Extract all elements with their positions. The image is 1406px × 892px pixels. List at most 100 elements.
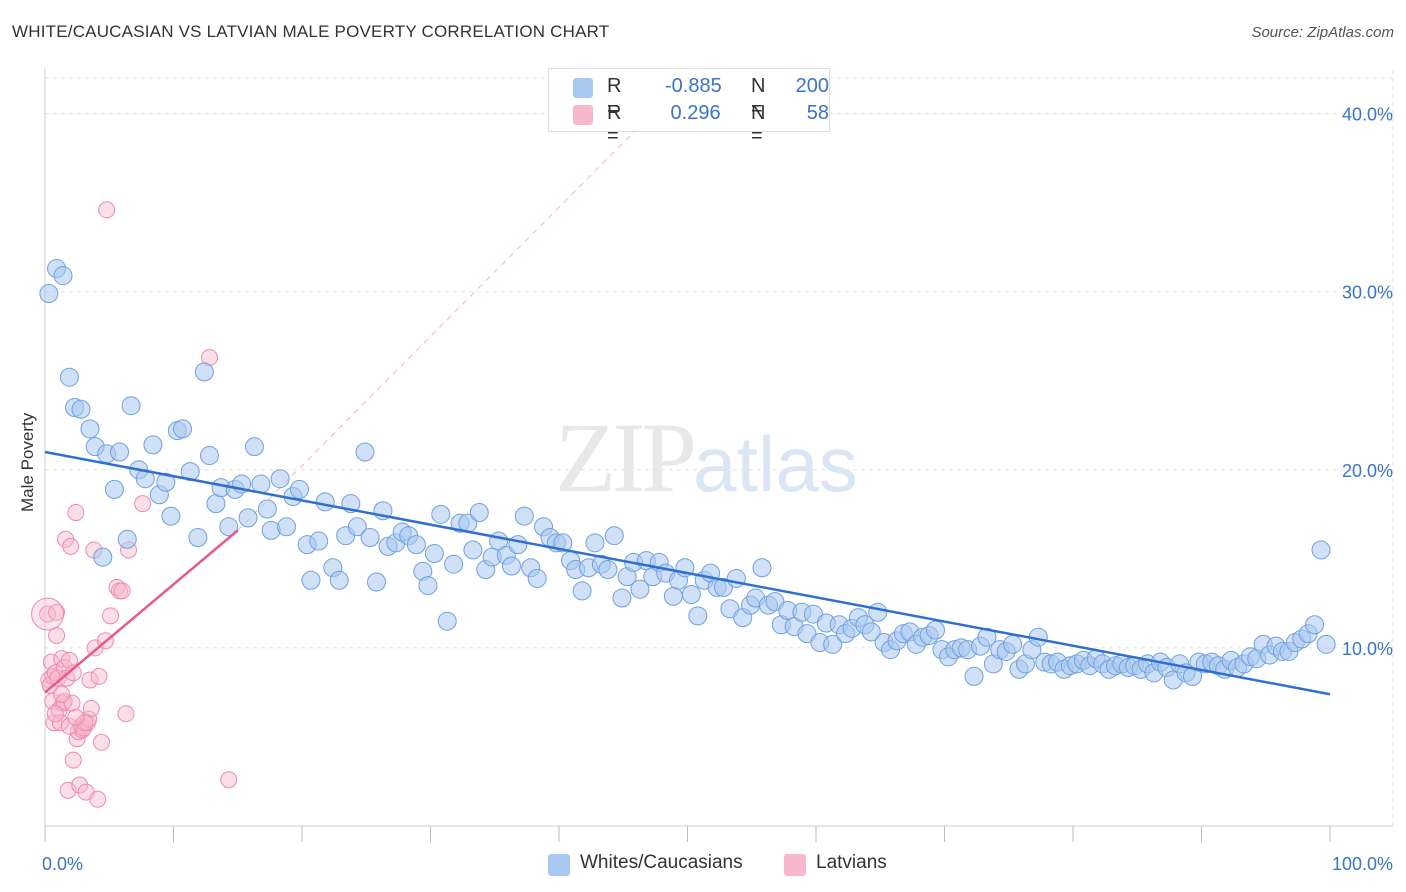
watermark-atlas: atlas bbox=[693, 420, 858, 508]
latvian-point bbox=[86, 639, 104, 657]
legend-n-label: N = bbox=[751, 102, 766, 147]
white-point bbox=[630, 579, 650, 599]
white-point bbox=[301, 570, 321, 590]
white-point bbox=[418, 576, 438, 596]
white-point bbox=[188, 527, 208, 547]
latvian-point bbox=[42, 653, 60, 671]
watermark-zip: ZIP bbox=[555, 402, 697, 513]
x-tick-label: 100.0% bbox=[1332, 854, 1393, 874]
x-tick-label: 0.0% bbox=[42, 854, 83, 874]
white-point bbox=[238, 508, 258, 528]
bottom-legend-label-latvian: Latvians bbox=[816, 852, 887, 873]
latvian-point bbox=[102, 607, 120, 625]
axes bbox=[44, 68, 1393, 842]
white-point bbox=[80, 419, 100, 439]
bottom-legend-label-white: Whites/Caucasians bbox=[580, 852, 743, 873]
legend-swatch-white bbox=[573, 78, 593, 98]
white-point bbox=[612, 588, 632, 608]
white-point bbox=[553, 533, 573, 553]
correlation-legend: R = -0.885 N = 200 R = 0.296 N = 58 bbox=[548, 68, 830, 147]
white-point bbox=[117, 529, 137, 549]
white-point bbox=[329, 570, 349, 590]
white-point bbox=[104, 479, 124, 499]
white-point bbox=[206, 494, 226, 514]
white-point bbox=[823, 634, 843, 654]
latvian-point bbox=[44, 692, 62, 710]
latvian-point bbox=[49, 669, 67, 687]
y-tick-label: 30.0% bbox=[1342, 283, 1393, 303]
white-point bbox=[444, 554, 464, 574]
diagonal-reference bbox=[237, 77, 688, 531]
y-tick-label: 10.0% bbox=[1342, 639, 1393, 659]
latvian-points bbox=[31, 201, 238, 808]
white-point bbox=[663, 586, 683, 606]
white-point bbox=[315, 492, 335, 512]
latvian-point bbox=[53, 685, 71, 703]
white-point bbox=[1311, 540, 1331, 560]
latvian-point bbox=[67, 708, 85, 726]
white-point bbox=[1316, 634, 1336, 654]
legend-r-value: -0.885 bbox=[665, 75, 722, 97]
white-point bbox=[360, 527, 380, 547]
white-point bbox=[406, 535, 426, 555]
white-point bbox=[964, 666, 984, 686]
white-point bbox=[289, 479, 309, 499]
white-point bbox=[172, 419, 192, 439]
white-point bbox=[121, 396, 141, 416]
white-point bbox=[1003, 634, 1023, 654]
legend-swatch-latvian bbox=[573, 105, 593, 125]
white-point bbox=[143, 435, 163, 455]
white-point bbox=[261, 520, 281, 540]
white-point bbox=[244, 437, 264, 457]
white-point bbox=[926, 620, 946, 640]
white-point bbox=[508, 535, 528, 555]
latvian-point bbox=[67, 504, 85, 522]
tick-labels: 10.0% 20.0% 30.0% 40.0% 0.0% 100.0% bbox=[42, 105, 1393, 874]
latvian-point bbox=[31, 597, 65, 631]
y-tick-label: 40.0% bbox=[1342, 105, 1393, 125]
white-point bbox=[53, 266, 73, 286]
white-point bbox=[199, 446, 219, 466]
latvian-point bbox=[81, 671, 99, 689]
white-point bbox=[585, 533, 605, 553]
white-point bbox=[752, 558, 772, 578]
white-point bbox=[431, 504, 451, 524]
latvian-point bbox=[220, 771, 238, 789]
white-point bbox=[501, 556, 521, 576]
white-point bbox=[277, 517, 297, 537]
source-label: Source: ZipAtlas.com bbox=[1251, 24, 1394, 41]
white-point bbox=[367, 572, 387, 592]
white-point bbox=[156, 472, 176, 492]
white-point bbox=[257, 499, 277, 519]
white-points bbox=[39, 259, 1336, 690]
legend-r-label: R = bbox=[607, 75, 622, 120]
legend-n-label: N = bbox=[751, 75, 766, 120]
bottom-legend-swatch-white bbox=[548, 854, 570, 876]
white-point bbox=[59, 367, 79, 387]
white-point bbox=[424, 544, 444, 564]
legend-n-value: 200 bbox=[795, 75, 829, 97]
white-point bbox=[194, 362, 214, 382]
latvian-point bbox=[46, 705, 64, 723]
white-point bbox=[463, 540, 483, 560]
latvian-point bbox=[117, 705, 135, 723]
trend-lines bbox=[44, 450, 1331, 696]
latvian-point bbox=[64, 664, 82, 682]
white-point bbox=[514, 506, 534, 526]
white-point bbox=[93, 547, 113, 567]
latvian-point bbox=[62, 537, 80, 555]
bottom-legend-swatch-latvian bbox=[784, 854, 806, 876]
white-point bbox=[437, 611, 457, 631]
latvian-point bbox=[64, 751, 82, 769]
chart-title: WHITE/CAUCASIAN VS LATVIAN MALE POVERTY … bbox=[12, 22, 610, 41]
white-point bbox=[868, 602, 888, 622]
y-tick-label: 20.0% bbox=[1342, 461, 1393, 481]
latvian-trend-line bbox=[44, 529, 239, 694]
latvian-point bbox=[134, 495, 152, 513]
latvian-point bbox=[76, 714, 94, 732]
latvian-point bbox=[113, 582, 131, 600]
latvian-point bbox=[71, 776, 89, 794]
white-point bbox=[977, 627, 997, 647]
white-point bbox=[681, 584, 701, 604]
